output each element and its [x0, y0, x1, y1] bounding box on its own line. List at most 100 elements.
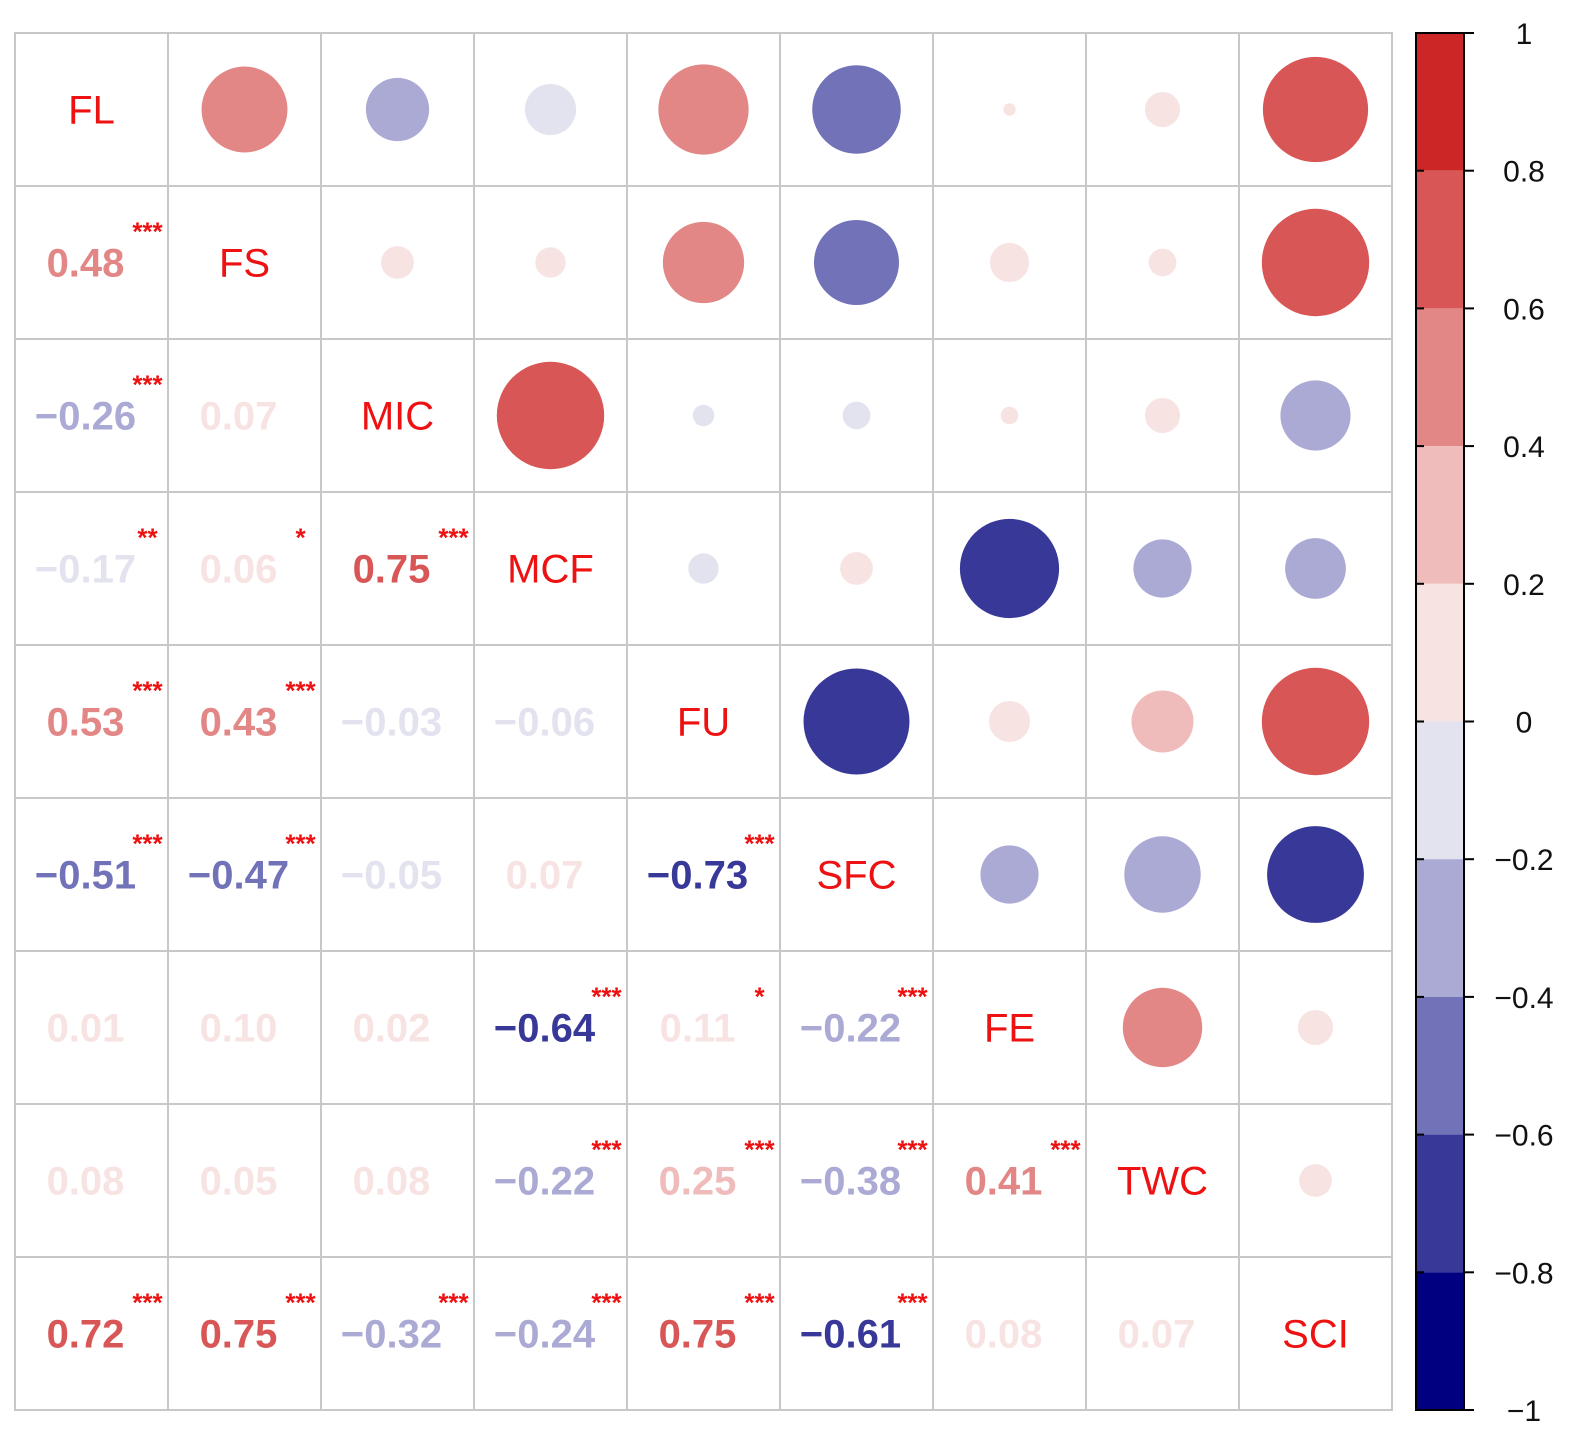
variable-label: SFC	[817, 854, 897, 898]
variable-label: SCI	[1282, 1313, 1349, 1357]
correlation-circle	[1267, 826, 1364, 923]
correlation-value: −0.32	[341, 1313, 442, 1357]
correlation-value: 0.25	[659, 1160, 737, 1204]
colorbar-bin	[1416, 446, 1464, 584]
correlation-circle	[1144, 397, 1181, 434]
correlation-circle	[692, 404, 715, 427]
colorbar-bin	[1416, 170, 1464, 309]
correlation-circle	[1144, 91, 1181, 128]
correlation-circle	[535, 247, 566, 278]
colorbar-tick-label: −0.4	[1494, 982, 1553, 1015]
correlation-value: −0.06	[494, 701, 595, 745]
correlation-value: −0.03	[341, 701, 442, 745]
correlation-circle	[1122, 987, 1203, 1068]
correlation-value: −0.26	[35, 395, 136, 439]
significance-stars: ***	[1050, 1135, 1081, 1165]
colorbar-tick-label: 0.6	[1503, 293, 1545, 326]
correlation-circle	[1261, 667, 1370, 776]
significance-stars: ***	[897, 1135, 928, 1165]
significance-stars: ***	[591, 1135, 622, 1165]
correlation-value: 0.02	[353, 1007, 431, 1051]
correlation-circle	[812, 65, 901, 154]
variable-label: MIC	[361, 395, 434, 439]
correlation-circle	[496, 361, 605, 470]
correlation-circle	[803, 668, 910, 775]
correlation-circle	[842, 401, 871, 430]
correlation-value: 0.06	[200, 548, 278, 592]
correlation-circle	[365, 77, 430, 142]
significance-stars: ***	[744, 1135, 775, 1165]
correlation-circle	[688, 553, 719, 584]
correlation-value: 0.07	[506, 854, 584, 898]
correlation-circle	[988, 700, 1031, 743]
correlation-circle	[1261, 208, 1370, 317]
colorbar-bin	[1416, 996, 1464, 1135]
correlation-value: 0.75	[353, 548, 431, 592]
variable-label: FL	[68, 89, 115, 133]
variable-label: TWC	[1117, 1160, 1208, 1204]
correlation-circle	[524, 83, 577, 136]
correlation-value: −0.73	[647, 854, 748, 898]
correlation-value: 0.08	[353, 1160, 431, 1204]
correlation-value: 0.72	[47, 1313, 125, 1357]
correlation-value: 0.48	[47, 242, 125, 286]
variable-label: FE	[984, 1007, 1035, 1051]
correlation-circle	[1000, 406, 1019, 425]
correlation-value: 0.75	[659, 1313, 737, 1357]
significance-stars: ***	[897, 1288, 928, 1318]
correlation-value: −0.47	[188, 854, 289, 898]
colorbar-bin	[1416, 1134, 1464, 1273]
significance-stars: ***	[132, 829, 163, 859]
correlation-circle	[1280, 380, 1351, 451]
correlation-value: 0.08	[47, 1160, 125, 1204]
correlation-circle	[959, 518, 1060, 619]
significance-stars: **	[137, 523, 158, 553]
colorbar-tick-label: 1	[1516, 18, 1533, 51]
correlation-circle	[658, 64, 749, 155]
correlation-circle	[980, 845, 1039, 904]
correlation-value: 0.53	[47, 701, 125, 745]
correlation-circle	[1124, 836, 1201, 913]
correlation-value: 0.41	[965, 1160, 1043, 1204]
variable-label: FU	[677, 701, 730, 745]
colorbar-bin	[1416, 1272, 1464, 1410]
colorbar-tick-label: −1	[1507, 1395, 1541, 1428]
significance-stars: ***	[897, 982, 928, 1012]
colorbar-bin	[1416, 308, 1464, 447]
correlation-value: 0.01	[47, 1007, 125, 1051]
correlation-value: 0.07	[200, 395, 278, 439]
variable-label: MCF	[507, 548, 594, 592]
correlation-value: −0.22	[494, 1160, 595, 1204]
correlation-value: 0.08	[965, 1313, 1043, 1357]
correlation-circle	[381, 246, 414, 279]
colorbar-tick-label: −0.6	[1494, 1120, 1553, 1153]
correlation-value: −0.61	[800, 1313, 901, 1357]
correlation-value: 0.75	[200, 1313, 278, 1357]
significance-stars: ***	[285, 1288, 316, 1318]
colorbar-bin	[1416, 721, 1464, 860]
significance-stars: ***	[132, 370, 163, 400]
correlation-circle	[201, 66, 288, 153]
correlation-value: −0.22	[800, 1007, 901, 1051]
significance-stars: ***	[591, 982, 622, 1012]
correlation-value: −0.38	[800, 1160, 901, 1204]
correlation-circle	[813, 219, 900, 306]
correlation-circle	[1148, 248, 1177, 277]
correlation-value: 0.43	[200, 701, 278, 745]
correlation-value: 0.07	[1118, 1313, 1196, 1357]
significance-stars: ***	[285, 829, 316, 859]
correlation-circle	[1285, 538, 1346, 599]
significance-stars: ***	[744, 829, 775, 859]
correlation-circle	[1003, 103, 1016, 116]
significance-stars: *	[295, 523, 306, 553]
correlation-value: −0.51	[35, 854, 136, 898]
colorbar: 1 0.8 0.6 0.4 0.2 0 −0.2 −0.4 −0.6 −0.8 −1	[1415, 18, 1554, 1428]
colorbar-tick-label: −0.2	[1494, 844, 1553, 877]
correlation-circle	[1299, 1164, 1332, 1197]
significance-stars: ***	[744, 1288, 775, 1318]
significance-stars: ***	[591, 1288, 622, 1318]
correlation-value: −0.24	[494, 1313, 596, 1357]
correlation-value: −0.17	[35, 548, 136, 592]
significance-stars: ***	[132, 217, 163, 247]
